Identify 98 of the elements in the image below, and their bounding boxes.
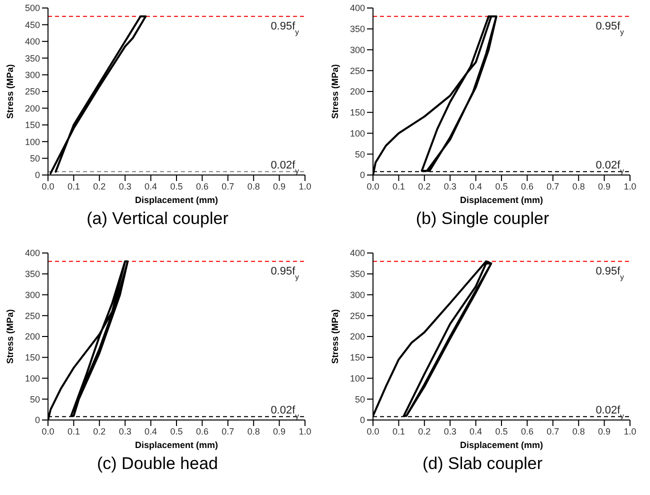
x-axis-title: Displacement (mm) (134, 440, 218, 450)
x-tick-label: 0.5 (170, 181, 183, 192)
text: (c) Double head (96, 454, 219, 474)
x-tick-label: 0.7 (222, 181, 234, 192)
x-tick-label: 0.8 (247, 181, 260, 192)
y-tick-label: 200 (350, 332, 365, 342)
y-tick-label: 100 (24, 136, 40, 147)
y-tick-label: 0 (34, 170, 40, 180)
ref-line-label: 0.95f$_{y}$ (596, 20, 624, 36)
x-tick-label: 0.6 (196, 181, 208, 192)
x-tick-label: 0.1 (392, 426, 405, 436)
x-tick-label: 0.5 (170, 426, 183, 436)
x-tick-label: 0.4 (144, 426, 158, 436)
x-tick-label: 0.9 (273, 426, 286, 436)
x-tick-label: 0.4 (470, 426, 482, 436)
x-tick-label: 1.0 (298, 181, 312, 192)
y-tick-label: 100 (350, 373, 365, 384)
y-tick-label: 50 (30, 394, 40, 404)
y-tick-label: 250 (24, 310, 40, 321)
y-tick-label: 500 (24, 3, 40, 14)
y-tick-label: 400 (350, 3, 365, 14)
y-tick-label: 400 (24, 36, 40, 47)
x-tick-label: 0.9 (598, 426, 611, 436)
x-axis-title: Displacement (mm) (460, 195, 544, 205)
x-tick-label: 1.0 (298, 426, 312, 436)
ref-line-label: 0.95f$_{y}$ (596, 265, 624, 281)
y-tick-label: 300 (24, 70, 40, 80)
y-tick-label: 350 (350, 24, 365, 34)
x-tick-label: 1.0 (624, 181, 636, 192)
x-axis-title: Displacement (mm) (460, 440, 544, 450)
ref-line-label: 0.95f$_{y}$ (270, 20, 300, 36)
x-tick-label: 0.2 (418, 181, 431, 192)
x-tick-label: 0.3 (444, 181, 456, 192)
x-tick-label: 0.1 (67, 426, 80, 436)
y-tick-label: 50 (30, 153, 40, 164)
y-tick-label: 100 (24, 373, 40, 384)
y-tick-label: 100 (350, 128, 365, 138)
y-tick-label: 0 (360, 170, 365, 180)
y-tick-label: 150 (350, 108, 365, 118)
x-tick-label: 0.9 (598, 181, 611, 192)
y-tick-label: 150 (24, 352, 40, 363)
x-tick-label: 0.5 (495, 426, 508, 436)
x-tick-label: 0.7 (546, 181, 560, 192)
x-tick-label: 0.3 (118, 181, 132, 192)
x-tick-label: 0.0 (42, 181, 54, 192)
x-axis-title: Displacement (mm) (134, 195, 218, 205)
x-tick-label: 0.2 (93, 426, 106, 436)
y-tick-label: 400 (24, 248, 40, 258)
x-tick-label: 0.0 (366, 181, 380, 192)
y-tick-label: 300 (350, 290, 365, 300)
x-tick-label: 0.4 (144, 181, 158, 192)
y-axis-title: Stress (MPa) (330, 309, 340, 364)
x-tick-label: 0.7 (222, 426, 234, 436)
y-tick-label: 50 (354, 394, 365, 404)
text: (b) Single coupler (414, 209, 550, 229)
y-tick-label: 350 (24, 269, 40, 280)
x-tick-label: 0.8 (572, 181, 585, 192)
y-axis-title: Stress (MPa) (5, 64, 16, 119)
x-tick-label: 0.7 (546, 426, 560, 436)
y-tick-label: 400 (350, 248, 365, 258)
x-tick-label: 0.3 (118, 426, 132, 436)
x-tick-label: 0.8 (572, 426, 585, 436)
y-tick-label: 250 (24, 86, 40, 97)
x-tick-label: 0.8 (247, 426, 260, 436)
x-tick-label: 0.6 (520, 426, 534, 436)
x-tick-label: 0.0 (366, 426, 380, 436)
y-tick-label: 0 (34, 415, 40, 426)
y-tick-label: 200 (24, 103, 40, 114)
x-tick-label: 0.6 (520, 181, 534, 192)
y-axis-title: Stress (MPa) (330, 64, 340, 119)
y-tick-label: 150 (24, 120, 40, 130)
y-tick-label: 300 (350, 44, 365, 55)
x-tick-label: 0.3 (444, 426, 456, 436)
ref-line-label: 0.95f$_{y}$ (270, 265, 300, 281)
y-tick-label: 200 (350, 86, 365, 97)
y-tick-label: 50 (354, 149, 365, 160)
x-tick-label: 0.1 (67, 181, 80, 192)
y-tick-label: 350 (24, 53, 40, 64)
text: (a) Vertical coupler (86, 209, 230, 229)
x-tick-label: 0.9 (273, 181, 286, 192)
y-tick-label: 350 (350, 269, 365, 280)
x-tick-label: 0.4 (470, 181, 482, 192)
y-tick-label: 300 (24, 290, 40, 300)
x-tick-label: 0.5 (495, 181, 508, 192)
y-tick-label: 250 (350, 66, 365, 76)
x-tick-label: 0.0 (42, 426, 54, 436)
x-tick-label: 0.6 (196, 426, 208, 436)
y-axis-title: Stress (MPa) (5, 309, 16, 364)
y-tick-label: 200 (24, 332, 40, 342)
x-tick-label: 0.2 (418, 426, 431, 436)
y-tick-label: 150 (350, 352, 365, 363)
text: (d) Slab coupler (421, 454, 544, 474)
y-tick-label: 450 (24, 20, 40, 30)
x-tick-label: 0.1 (392, 181, 405, 192)
y-tick-label: 0 (360, 415, 365, 426)
x-tick-label: 0.2 (93, 181, 106, 192)
y-tick-label: 250 (350, 310, 365, 321)
x-tick-label: 1.0 (624, 426, 636, 436)
